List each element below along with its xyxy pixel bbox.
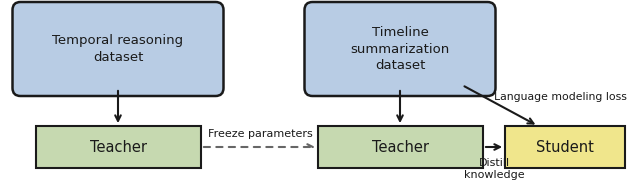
FancyBboxPatch shape (305, 2, 495, 96)
Text: Temporal reasoning
dataset: Temporal reasoning dataset (52, 34, 184, 64)
FancyBboxPatch shape (505, 126, 625, 168)
FancyBboxPatch shape (13, 2, 223, 96)
FancyBboxPatch shape (317, 126, 483, 168)
Text: Teacher: Teacher (90, 140, 147, 154)
Text: Teacher: Teacher (371, 140, 429, 154)
Text: Student: Student (536, 140, 594, 154)
Text: Timeline
summarization
dataset: Timeline summarization dataset (350, 26, 450, 72)
FancyBboxPatch shape (35, 126, 200, 168)
Text: Language modeling loss: Language modeling loss (493, 92, 627, 102)
Text: Distill
knowledge: Distill knowledge (464, 158, 524, 180)
Text: Freeze parameters: Freeze parameters (207, 129, 312, 139)
